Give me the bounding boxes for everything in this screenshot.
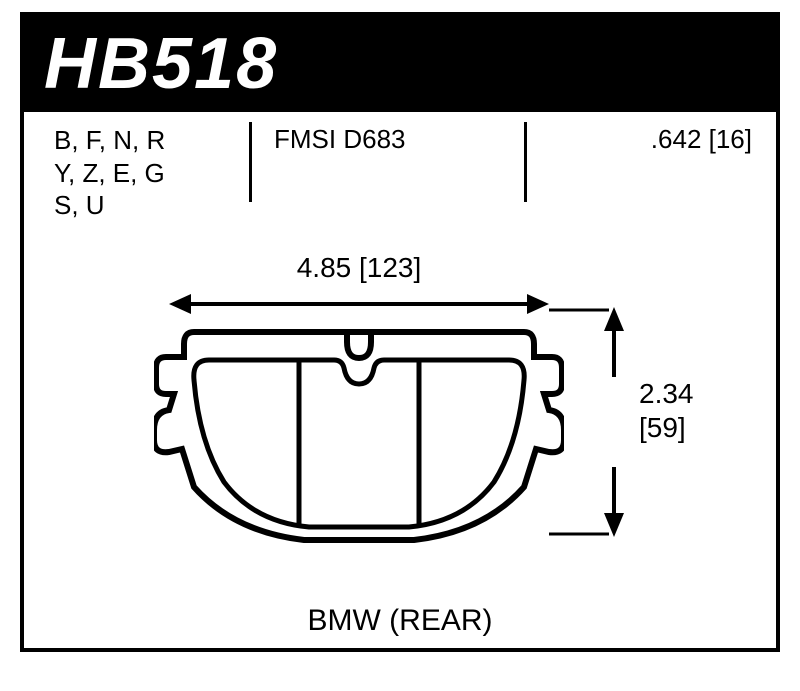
height-dimension: 2.34 [59]	[594, 307, 734, 537]
width-label: 4.85 [123]	[297, 252, 422, 284]
thickness-value: .642 [16]	[651, 124, 752, 155]
height-label: 2.34 [59]	[639, 377, 694, 444]
codes-line: B, F, N, R	[54, 124, 234, 157]
height-mm: [59]	[639, 411, 694, 445]
diagram-area: 4.85 [123] 2.34 [59]	[24, 212, 776, 612]
separator	[524, 122, 527, 202]
width-dimension: 4.85 [123]	[169, 252, 549, 312]
codes-line: Y, Z, E, G	[54, 157, 234, 190]
height-in: 2.34	[639, 377, 694, 411]
brake-pad-outline	[154, 312, 564, 552]
separator	[249, 122, 252, 202]
compound-codes: B, F, N, R Y, Z, E, G S, U	[54, 124, 234, 222]
part-number: HB518	[44, 23, 278, 105]
spec-frame: HB518 B, F, N, R Y, Z, E, G S, U FMSI D6…	[20, 12, 780, 652]
info-row: B, F, N, R Y, Z, E, G S, U FMSI D683 .64…	[24, 112, 776, 212]
header-bar: HB518	[24, 16, 776, 112]
footer-label: BMW (REAR)	[308, 604, 493, 638]
fmsi-code: FMSI D683	[274, 124, 406, 155]
